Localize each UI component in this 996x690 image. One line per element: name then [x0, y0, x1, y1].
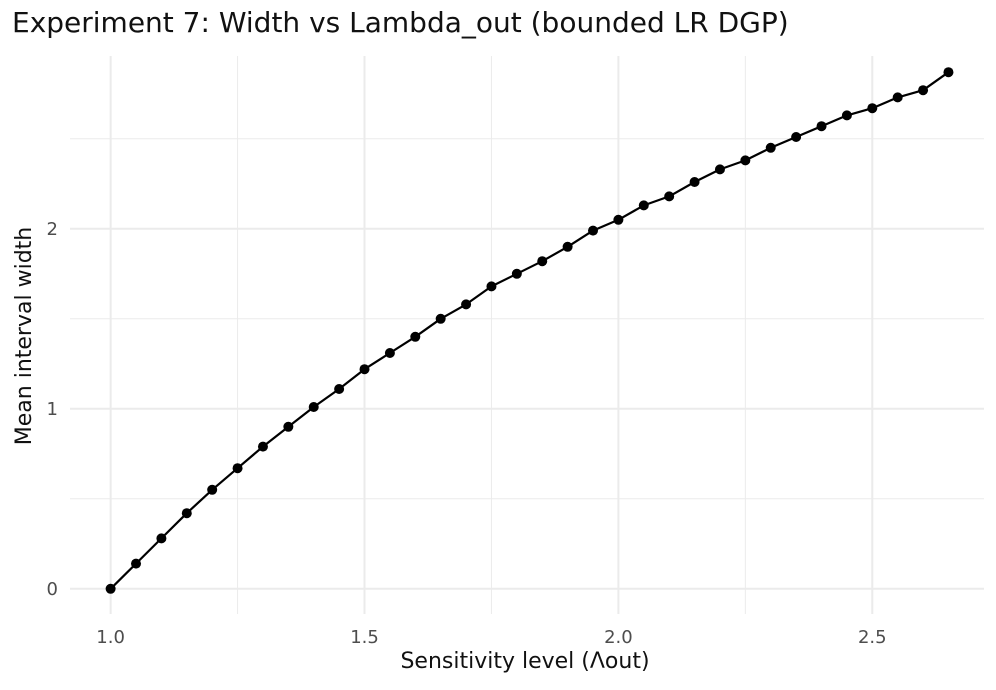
data-point [486, 281, 497, 292]
data-point [156, 533, 167, 544]
data-point [816, 121, 827, 132]
x-tick-label: 1.0 [96, 627, 125, 648]
data-point [562, 241, 573, 252]
data-point [791, 132, 802, 142]
data-point [638, 200, 649, 211]
data-point [511, 268, 522, 279]
x-axis-ticks: 1.0 1.5 2.0 2.5 [96, 627, 886, 648]
data-point [207, 484, 218, 495]
chart-title: Experiment 7: Width vs Lambda_out (bound… [12, 6, 789, 39]
data-point [283, 421, 294, 432]
data-point [892, 92, 903, 103]
data-point [131, 558, 142, 569]
data-point [461, 299, 472, 310]
y-axis-title: Mean interval width [12, 227, 37, 445]
series-layer [105, 67, 954, 594]
data-point [613, 214, 624, 225]
data-point [537, 256, 548, 267]
data-point [943, 67, 954, 78]
x-tick-label: 2.0 [604, 627, 633, 648]
data-point [714, 164, 725, 175]
data-point [105, 583, 116, 594]
y-tick-label: 2 [47, 219, 58, 240]
y-tick-label: 1 [47, 399, 58, 420]
x-tick-label: 2.5 [858, 627, 887, 648]
data-point [740, 155, 751, 166]
data-point [334, 384, 345, 394]
data-point [588, 225, 599, 236]
data-point [841, 110, 852, 121]
data-point [181, 508, 192, 519]
data-point [359, 364, 370, 375]
data-point [410, 331, 421, 342]
series-line [109, 71, 950, 590]
data-point [918, 85, 929, 96]
data-point [689, 177, 700, 187]
data-point [664, 191, 675, 202]
data-point [435, 313, 446, 324]
data-point [257, 441, 268, 452]
data-point [232, 463, 243, 474]
x-axis-title: Sensitivity level (Λout) [400, 649, 649, 674]
data-point [308, 402, 319, 412]
data-point [765, 142, 776, 153]
gridlines [70, 56, 984, 614]
data-point [867, 103, 878, 114]
y-tick-label: 0 [47, 579, 58, 600]
data-point [384, 348, 395, 358]
y-axis-ticks: 0 1 2 [47, 219, 58, 600]
x-tick-label: 1.5 [350, 627, 379, 648]
